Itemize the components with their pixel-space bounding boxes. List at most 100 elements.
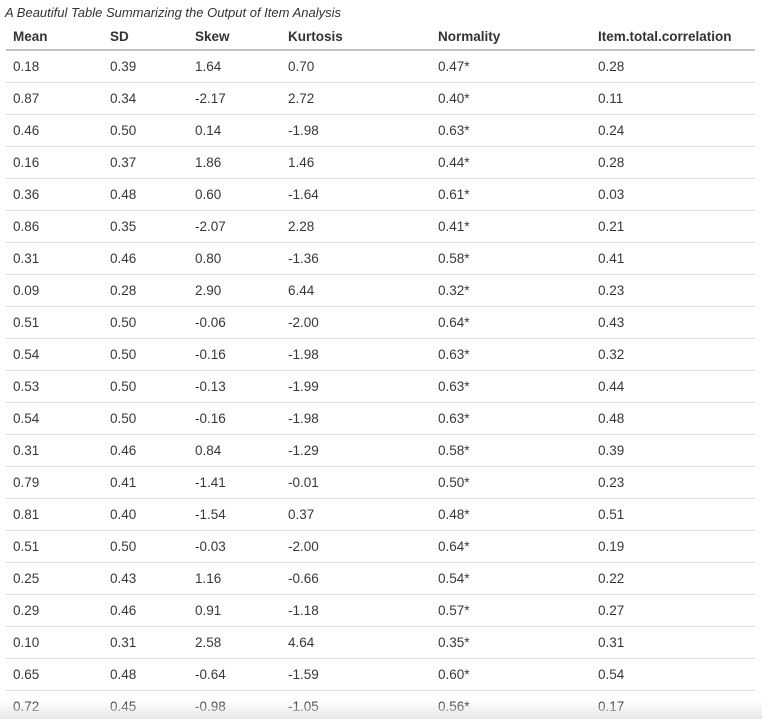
- table-cell: 0.10: [6, 626, 103, 659]
- table-cell: 2.90: [188, 274, 281, 307]
- table-cell: 0.46: [6, 114, 103, 147]
- table-row: 0.54 0.50 -0.16 -1.98 0.63* 0.48: [6, 402, 755, 435]
- table-cell: 0.14: [188, 114, 281, 147]
- table-cell: 0.39: [591, 434, 755, 467]
- table-cell: 1.46: [281, 146, 431, 179]
- table-cell: 6.44: [281, 274, 431, 307]
- table-cell: 0.43: [591, 306, 755, 339]
- table-cell: 4.64: [281, 626, 431, 659]
- column-header: Kurtosis: [281, 23, 431, 51]
- table-cell: 0.03: [591, 178, 755, 211]
- table-row: 0.31 0.46 0.84 -1.29 0.58* 0.39: [6, 434, 755, 467]
- table-cell: 0.54: [6, 338, 103, 371]
- table-cell: 0.50: [103, 530, 188, 563]
- table-cell: 0.36: [6, 178, 103, 211]
- table-cell: 1.16: [188, 562, 281, 595]
- table-cell: 0.34: [103, 82, 188, 115]
- table-cell: 0.21: [591, 210, 755, 243]
- table-cell: 0.25: [6, 562, 103, 595]
- table-cell: 0.44: [591, 370, 755, 403]
- table-cell: 0.45: [110, 699, 137, 714]
- table-cell: -1.41: [188, 466, 281, 499]
- table-cell: 0.50: [103, 402, 188, 435]
- table-cell: 0.18: [6, 50, 103, 83]
- table-cell: 0.56*: [438, 699, 470, 714]
- table-row: 0.09 0.28 2.90 6.44 0.32* 0.23: [6, 274, 755, 307]
- table-cell: -0.64: [188, 658, 281, 691]
- column-header: SD: [103, 23, 188, 51]
- table-cell: 0.48*: [431, 498, 591, 531]
- table-cell: 0.63*: [431, 402, 591, 435]
- table-cell: 0.64*: [431, 530, 591, 563]
- table-cell: 0.24: [591, 114, 755, 147]
- table-row: 0.79 0.41 -1.41 -0.01 0.50* 0.23: [6, 466, 755, 499]
- table-row: 0.72 0.45 -0.98 -1.05 0.56* 0.17: [6, 691, 755, 719]
- column-header: Mean: [6, 23, 103, 51]
- table-cell: -1.98: [281, 338, 431, 371]
- table-cell: -1.29: [281, 434, 431, 467]
- table-cell: -1.99: [281, 370, 431, 403]
- table-cell: 0.72: [13, 699, 40, 714]
- table-cell: 1.86: [188, 146, 281, 179]
- table-cell: 0.31: [103, 626, 188, 659]
- table-cell: 0.54*: [431, 562, 591, 595]
- table-cell: 0.63*: [431, 338, 591, 371]
- table-row: 0.65 0.48 -0.64 -1.59 0.60* 0.54: [6, 658, 755, 691]
- table-cell: 0.37: [281, 498, 431, 531]
- table-row: 0.29 0.46 0.91 -1.18 0.57* 0.27: [6, 594, 755, 627]
- table-cell: 2.72: [281, 82, 431, 115]
- table-row: 0.36 0.48 0.60 -1.64 0.61* 0.03: [6, 178, 755, 211]
- table-cell: 0.28: [591, 146, 755, 179]
- table-row: 0.25 0.43 1.16 -0.66 0.54* 0.22: [6, 562, 755, 595]
- table-cell: 0.60*: [431, 658, 591, 691]
- table-cell: 0.11: [591, 82, 755, 115]
- table-cell: 0.48: [591, 402, 755, 435]
- table-cell: 0.31: [6, 242, 103, 275]
- table-cell: 0.41*: [431, 210, 591, 243]
- table-cell: 0.09: [6, 274, 103, 307]
- table-cell: 2.58: [188, 626, 281, 659]
- table-cell: 0.50*: [431, 466, 591, 499]
- table-cell: 0.43: [103, 562, 188, 595]
- column-header: Item.total.correlation: [591, 23, 755, 51]
- table-row: 0.18 0.39 1.64 0.70 0.47* 0.28: [6, 50, 755, 83]
- header-row: Mean SD Skew Kurtosis Normality Item.total.co…: [6, 23, 755, 51]
- table-cell: 0.41: [591, 242, 755, 275]
- table-cell: 0.58*: [431, 434, 591, 467]
- table-cell: 0.51: [591, 498, 755, 531]
- table-cell: 0.50: [103, 370, 188, 403]
- table-cell: 0.64*: [431, 306, 591, 339]
- table-cell: 0.57*: [431, 594, 591, 627]
- column-header: Skew: [188, 23, 281, 51]
- table-cell: 0.58*: [431, 242, 591, 275]
- table-cell: 0.44*: [431, 146, 591, 179]
- column-header: Normality: [431, 23, 591, 51]
- table-cell: -0.03: [188, 530, 281, 563]
- table-cell: 0.54: [6, 402, 103, 435]
- table-body: 0.18 0.39 1.64 0.70 0.47* 0.28 0.87 0.34 -2.17 2.…: [6, 50, 755, 719]
- table-cell: 0.60: [188, 178, 281, 211]
- table-cell: 0.23: [591, 466, 755, 499]
- table-cell: 0.31: [6, 434, 103, 467]
- table-cell: 0.48: [103, 658, 188, 691]
- table-cell: 0.50: [103, 338, 188, 371]
- table-row: 0.51 0.50 -0.03 -2.00 0.64* 0.19: [6, 530, 755, 563]
- table-row: 0.51 0.50 -0.06 -2.00 0.64* 0.43: [6, 306, 755, 339]
- table-cell: -1.98: [281, 114, 431, 147]
- table-cell: -1.64: [281, 178, 431, 211]
- table-row: 0.31 0.46 0.80 -1.36 0.58* 0.41: [6, 242, 755, 275]
- table-cell: -1.59: [281, 658, 431, 691]
- table-row: 0.53 0.50 -0.13 -1.99 0.63* 0.44: [6, 370, 755, 403]
- table-row: 0.81 0.40 -1.54 0.37 0.48* 0.51: [6, 498, 755, 531]
- table-cell: -1.05: [288, 699, 319, 714]
- table-row: 0.16 0.37 1.86 1.46 0.44* 0.28: [6, 146, 755, 179]
- table-cell: -1.98: [281, 402, 431, 435]
- table-cell: 2.28: [281, 210, 431, 243]
- table-cell: -1.18: [281, 594, 431, 627]
- table-cell: -2.07: [188, 210, 281, 243]
- table-cell: -0.01: [281, 466, 431, 499]
- table-cell: 0.91: [188, 594, 281, 627]
- table-cell: 0.70: [281, 50, 431, 83]
- table-row: 0.86 0.35 -2.07 2.28 0.41* 0.21: [6, 210, 755, 243]
- table-cell: 0.51: [6, 530, 103, 563]
